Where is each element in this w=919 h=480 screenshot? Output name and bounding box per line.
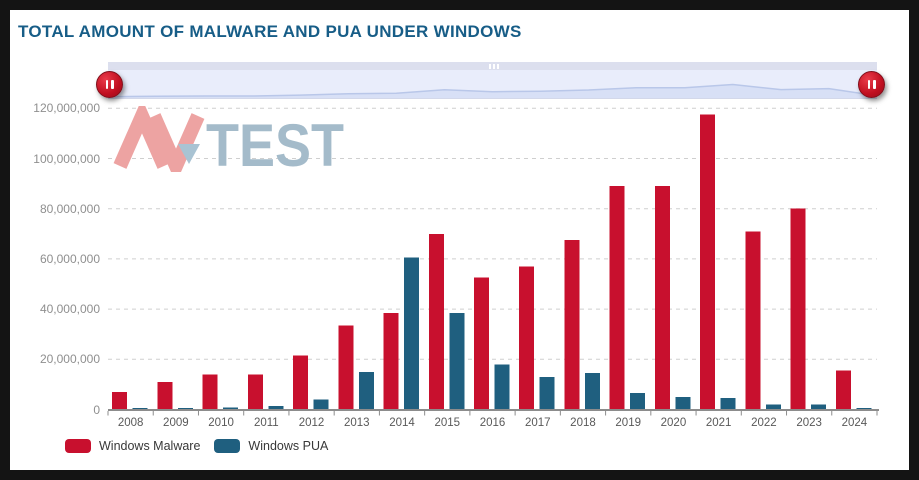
x-axis-label-2017: 2017: [524, 417, 551, 429]
x-axis-label-2008: 2008: [117, 417, 144, 429]
bar-windows-malware-2021[interactable]: [700, 114, 716, 410]
x-axis-label-2015: 2015: [434, 417, 461, 429]
bar-windows-malware-2010[interactable]: [202, 374, 218, 410]
bar-windows-pua-2017[interactable]: [539, 376, 555, 410]
bar-windows-malware-2012[interactable]: [293, 355, 309, 410]
y-axis-label: 120,000,000: [33, 101, 100, 116]
bar-windows-malware-2020[interactable]: [654, 186, 670, 410]
legend-item-windows-pua[interactable]: Windows PUA: [214, 439, 328, 453]
bar-windows-pua-2009[interactable]: [177, 408, 193, 410]
x-axis-label-2023: 2023: [796, 417, 822, 429]
legend-swatch-windows-malware: [65, 439, 91, 453]
pause-icon: [105, 80, 114, 89]
bar-windows-pua-2016[interactable]: [494, 364, 510, 410]
x-axis-label-2020: 2020: [660, 417, 687, 429]
avtest-logo-v-shape: [147, 113, 205, 184]
bar-windows-pua-2010[interactable]: [223, 407, 239, 410]
avtest-logo: TEST: [113, 98, 344, 184]
avtest-logo-triangle: [178, 144, 200, 164]
legend-label: Windows PUA: [248, 439, 329, 453]
navigator-area-line: [108, 83, 877, 98]
bar-windows-pua-2011[interactable]: [268, 406, 284, 410]
page-title: TOTAL AMOUNT OF MALWARE AND PUA UNDER WI…: [18, 22, 522, 41]
x-axis-label-2013: 2013: [343, 417, 370, 429]
y-axis-label: 80,000,000: [39, 201, 100, 216]
bar-windows-pua-2013[interactable]: [358, 371, 374, 410]
bar-windows-malware-2022[interactable]: [745, 231, 761, 410]
y-axis-label: 0: [93, 402, 100, 417]
y-axis-label: 20,000,000: [39, 352, 100, 367]
x-axis-label-2021: 2021: [705, 417, 732, 429]
bar-windows-pua-2014[interactable]: [404, 257, 419, 410]
avtest-logo-test-text: TEST: [206, 112, 344, 172]
bar-windows-malware-2011[interactable]: [247, 374, 263, 410]
navigator-band[interactable]: [108, 70, 877, 99]
bar-windows-pua-2018[interactable]: [585, 373, 600, 410]
bar-windows-malware-2018[interactable]: [564, 240, 580, 410]
x-axis-label-2009: 2009: [163, 417, 189, 429]
avtest-watermark: TEST: [112, 98, 347, 184]
bar-windows-malware-2017[interactable]: [519, 266, 535, 410]
x-axis-label-2019: 2019: [615, 417, 641, 429]
x-axis-label-2012: 2012: [298, 417, 325, 429]
bar-windows-malware-2014[interactable]: [383, 312, 399, 410]
x-axis-label-2022: 2022: [751, 417, 777, 429]
legend: Windows Malware Windows PUA: [65, 439, 342, 453]
bar-windows-malware-2009[interactable]: [157, 381, 173, 410]
bar-windows-pua-2019[interactable]: [630, 393, 646, 410]
bar-windows-malware-2024[interactable]: [835, 370, 851, 410]
legend-label: Windows Malware: [99, 439, 201, 453]
navigator-right-handle[interactable]: [858, 71, 885, 98]
bar-windows-malware-2013[interactable]: [338, 325, 354, 410]
avtest-logo-a-shape: [113, 98, 171, 169]
navigator-left-handle[interactable]: [96, 71, 123, 98]
x-axis-label-2016: 2016: [479, 417, 506, 429]
bar-windows-pua-2024[interactable]: [856, 408, 872, 410]
bar-windows-malware-2008[interactable]: [112, 391, 128, 410]
bar-windows-pua-2008[interactable]: [132, 408, 148, 410]
legend-swatch-windows-pua: [214, 439, 241, 453]
x-axis-label-2014: 2014: [389, 417, 415, 429]
bar-windows-malware-2019[interactable]: [609, 186, 625, 410]
x-axis-label-2024: 2024: [841, 417, 868, 429]
bar-windows-pua-2022[interactable]: [765, 404, 781, 410]
bar-windows-pua-2015[interactable]: [449, 312, 465, 410]
bar-windows-pua-2021[interactable]: [720, 398, 736, 410]
bar-windows-malware-2016[interactable]: [474, 277, 489, 410]
x-axis-label-2010: 2010: [208, 417, 234, 429]
chart-plot: [107, 114, 879, 416]
navigator-preview-area: [108, 83, 877, 98]
pause-icon: [867, 80, 876, 89]
x-axis-label-2018: 2018: [570, 417, 596, 429]
legend-item-windows-malware[interactable]: Windows Malware: [65, 439, 200, 453]
chart-card: TOTAL AMOUNT OF MALWARE AND PUA UNDER WI…: [10, 10, 909, 470]
grip-bars-icon[interactable]: [488, 63, 499, 69]
y-axis-label: 60,000,000: [39, 251, 100, 266]
bar-windows-malware-2015[interactable]: [428, 233, 444, 410]
navigator-scrollbar[interactable]: [108, 62, 877, 70]
bar-windows-pua-2012[interactable]: [313, 399, 329, 410]
y-axis-label: 100,000,000: [33, 151, 100, 166]
bar-windows-pua-2023[interactable]: [811, 404, 827, 410]
bar-windows-pua-2020[interactable]: [675, 396, 691, 410]
bar-windows-malware-2023[interactable]: [790, 208, 806, 410]
y-axis-label: 40,000,000: [39, 302, 100, 317]
x-axis-label-2011: 2011: [253, 417, 279, 429]
